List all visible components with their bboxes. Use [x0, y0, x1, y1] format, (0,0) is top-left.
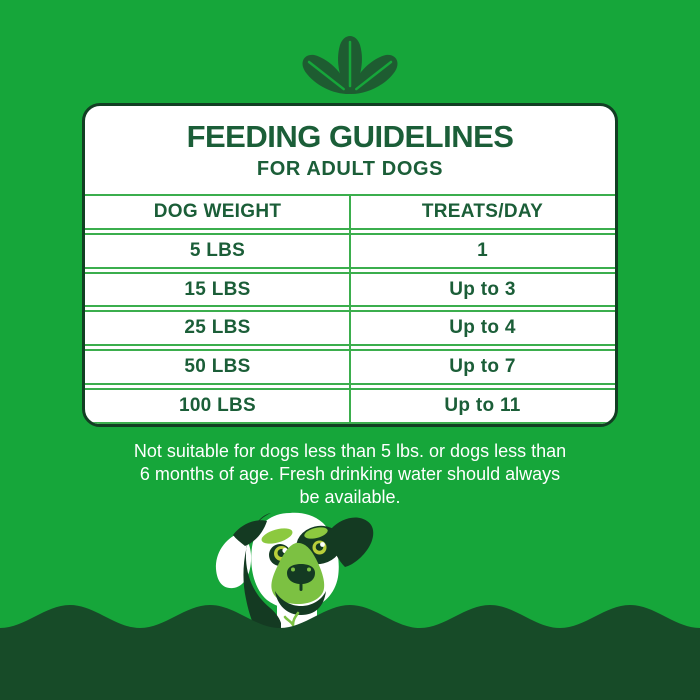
dog-weight-value: 25 LBS: [184, 317, 251, 339]
feeding-guidelines-card: FEEDING GUIDELINES FOR ADULT DOGS DOG WE…: [82, 103, 618, 427]
treats-per-day-value: Up to 4: [449, 317, 516, 339]
card-header: FEEDING GUIDELINES FOR ADULT DOGS: [85, 106, 615, 194]
treats-per-day-value: Up to 3: [449, 278, 516, 300]
disclaimer-note: Not suitable for dogs less than 5 lbs. o…: [70, 440, 630, 509]
feeding-table: DOG WEIGHT TREATS/DAY 5 LBS 1 15 LBS Up …: [85, 194, 615, 424]
disclaimer-line: be available.: [299, 487, 401, 507]
page-subtitle: FOR ADULT DOGS: [256, 158, 444, 180]
column-header-treats-day: TREATS/DAY: [421, 200, 544, 222]
page-title: FEEDING GUIDELINES: [186, 119, 514, 154]
disclaimer-line: 6 months of age. Fresh drinking water sh…: [139, 464, 561, 484]
treats-per-day-value: 1: [477, 239, 488, 261]
column-divider: [349, 194, 351, 424]
dog-weight-value: 15 LBS: [184, 278, 251, 300]
dog-weight-value: 100 LBS: [178, 395, 257, 417]
disclaimer-line: Not suitable for dogs less than 5 lbs. o…: [133, 441, 567, 461]
column-header-dog-weight: DOG WEIGHT: [153, 200, 282, 222]
wave-graphic: [0, 605, 700, 700]
leaves-logo-icon: [295, 34, 405, 96]
dog-weight-value: 5 LBS: [189, 239, 246, 261]
treats-per-day-value: Up to 7: [449, 356, 516, 378]
dog-weight-value: 50 LBS: [184, 356, 251, 378]
treats-per-day-value: Up to 11: [444, 395, 521, 417]
